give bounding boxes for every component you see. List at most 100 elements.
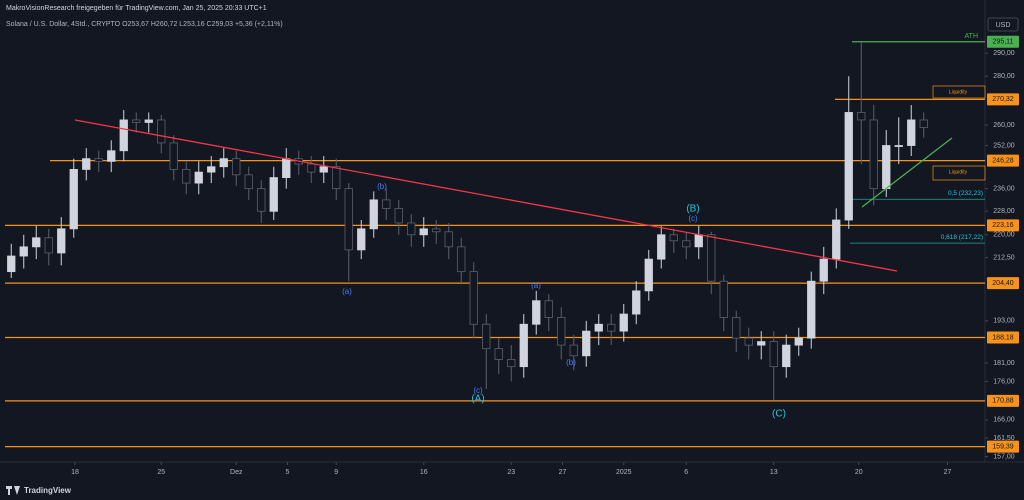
- y-tick-label: 228,00: [993, 208, 1015, 215]
- y-tick-label: 290,00: [993, 50, 1015, 57]
- x-tick-label: 5: [286, 469, 290, 476]
- level-price-label: 204,40: [992, 280, 1014, 287]
- candle-body: [257, 188, 266, 212]
- x-tick-label: 16: [420, 469, 428, 476]
- candle-body: [532, 300, 541, 325]
- y-tick-label: 280,00: [993, 73, 1015, 80]
- candle-body: [569, 344, 578, 357]
- x-tick-label: 18: [71, 469, 79, 476]
- y-tick-label: 176,00: [993, 378, 1015, 385]
- y-tick-label: 252,00: [993, 142, 1015, 149]
- wave-label: (A): [471, 394, 484, 405]
- wave-label: (c): [473, 386, 483, 395]
- candle-body: [582, 330, 591, 357]
- x-tick-label: 9: [334, 469, 338, 476]
- level-price-box: [987, 440, 1019, 453]
- x-tick-label: 27: [559, 469, 567, 476]
- candle-body: [432, 228, 441, 233]
- candle-body: [719, 280, 728, 318]
- candle-body: [557, 317, 566, 346]
- candle-body: [694, 234, 703, 248]
- x-tick-label: 6: [684, 469, 688, 476]
- candle-body: [444, 231, 453, 248]
- tradingview-logo: [6, 486, 20, 495]
- x-tick-label: 25: [157, 469, 165, 476]
- candle-body: [794, 337, 803, 346]
- y-tick-label: 220,00: [993, 232, 1015, 239]
- candle-body: [657, 234, 666, 260]
- candle-body: [507, 359, 516, 368]
- candle-body: [369, 199, 378, 230]
- candle-body: [344, 188, 353, 251]
- support-trend-line: [861, 137, 953, 208]
- candle-body: [544, 300, 553, 318]
- level-price-box: [987, 35, 1019, 48]
- candle-body: [907, 119, 916, 146]
- candle-body: [82, 158, 91, 170]
- level-price-box: [987, 219, 1019, 232]
- y-tick-label: 166,00: [993, 417, 1015, 424]
- candle-body: [19, 246, 28, 257]
- candle-body: [857, 112, 866, 121]
- candle-body: [682, 240, 691, 248]
- y-tick-label: 157,00: [993, 453, 1015, 460]
- candle-body: [594, 323, 603, 332]
- level-price-label: 270,32: [992, 96, 1014, 103]
- wave-label: (a): [531, 281, 541, 290]
- candle-body: [269, 177, 278, 212]
- level-price-label: 223,16: [992, 222, 1014, 229]
- candle-body: [194, 171, 203, 184]
- candle-body: [7, 255, 16, 273]
- candle-body: [869, 119, 878, 190]
- level-price-box: [987, 394, 1019, 407]
- ath-label: ATH: [965, 33, 978, 40]
- candle-body: [632, 290, 641, 315]
- wave-label: (c): [688, 214, 698, 223]
- candle-body: [382, 199, 391, 209]
- wave-label: (b): [566, 358, 576, 367]
- candle-body: [357, 228, 366, 251]
- candle-body: [732, 317, 741, 339]
- level-price-label: 246,28: [992, 157, 1014, 164]
- x-tick-label: 23: [507, 469, 515, 476]
- shared-by: MakroVisionResearch freigegeben für Trad…: [6, 5, 267, 12]
- fib-label: 0,618 (217,22): [941, 234, 983, 241]
- level-price-box: [987, 154, 1019, 167]
- level-price-box: [987, 93, 1019, 106]
- candle-body: [419, 228, 428, 236]
- candle-body: [32, 237, 41, 248]
- candle-body: [844, 112, 853, 221]
- wave-label: (b): [377, 182, 387, 191]
- candle-body: [94, 158, 103, 162]
- candle-body: [219, 158, 228, 168]
- x-tick-label: 27: [944, 469, 952, 476]
- candle-body: [244, 174, 253, 190]
- candle-body: [707, 234, 716, 282]
- candle-body: [669, 234, 678, 242]
- currency: USD: [996, 22, 1011, 29]
- candle-body: [769, 341, 778, 368]
- candle-body: [232, 158, 241, 176]
- candle-body: [457, 246, 466, 273]
- y-tick-label: 181,00: [993, 360, 1015, 367]
- level-price-box: [987, 277, 1019, 290]
- candle-body: [44, 237, 53, 254]
- fib-label: 0,5 (232,23): [948, 190, 983, 197]
- liquidity-label: Liquidity: [949, 169, 968, 175]
- candle-body: [282, 158, 291, 178]
- candle-body: [169, 142, 178, 170]
- candle-body: [119, 119, 128, 152]
- level-price-label: 295,11: [993, 39, 1014, 46]
- candle-body: [782, 344, 791, 368]
- wave-label: (B): [686, 204, 699, 215]
- candle-body: [819, 258, 828, 282]
- candle-body: [832, 219, 841, 260]
- candle-body: [894, 145, 903, 147]
- candle-body: [644, 258, 653, 292]
- candle-body: [757, 341, 766, 346]
- candle-body: [607, 323, 616, 332]
- wave-label: (C): [772, 409, 786, 420]
- x-tick-label: 2025: [616, 469, 632, 476]
- candle-body: [519, 323, 528, 368]
